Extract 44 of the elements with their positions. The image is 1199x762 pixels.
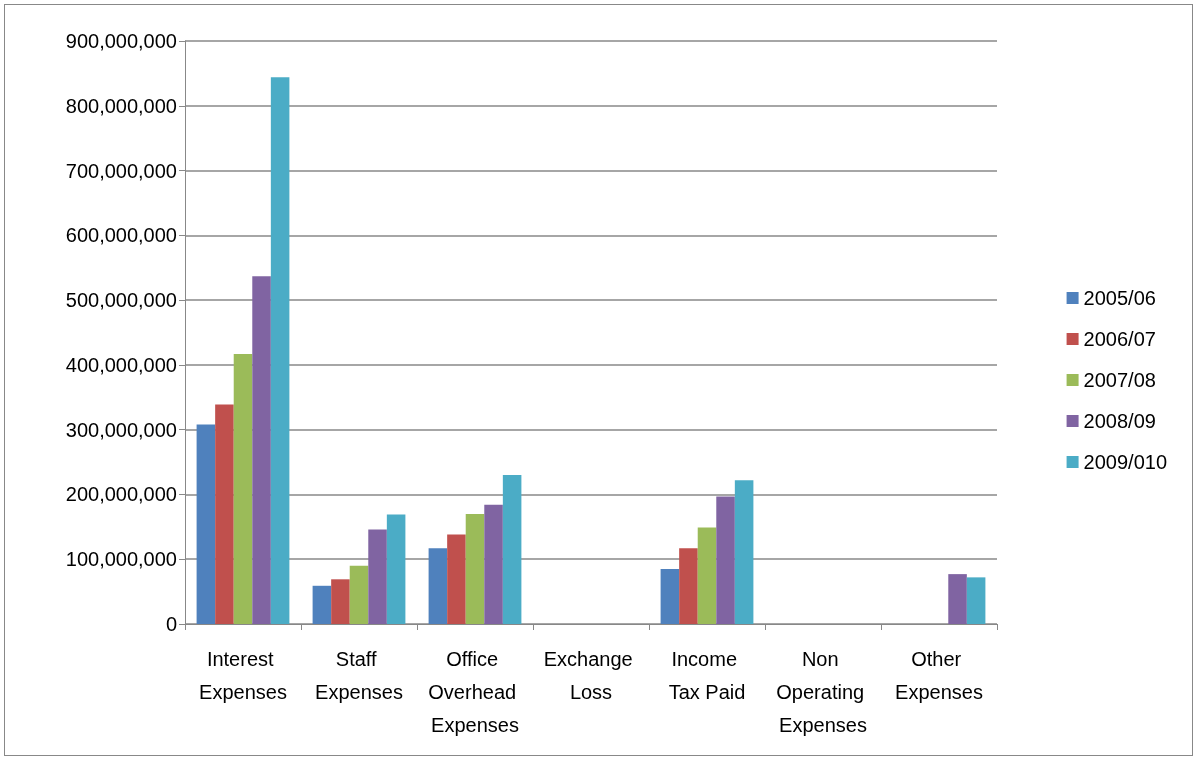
- legend-label: 2006/07: [1083, 328, 1156, 350]
- bar: [233, 353, 253, 624]
- y-tick-label: 200,000,000: [65, 483, 177, 506]
- bar: [312, 585, 332, 624]
- bar: [679, 548, 698, 624]
- x-tick-label: Exchange Loss: [543, 647, 639, 703]
- legend-label: 2008/09: [1083, 410, 1156, 432]
- bar: [196, 424, 216, 624]
- bar: [270, 77, 290, 624]
- bar: [368, 529, 387, 624]
- legend-label: 2005/06: [1083, 287, 1156, 309]
- y-tick-label: 700,000,000: [65, 159, 177, 182]
- x-tick-label: Staff Expenses: [315, 647, 403, 703]
- y-tick-label: 500,000,000: [65, 289, 177, 312]
- bar: [386, 514, 406, 624]
- bar: [465, 513, 485, 624]
- bar: [428, 548, 448, 624]
- y-tick-label: 100,000,000: [65, 548, 177, 571]
- bar: [660, 568, 680, 624]
- bar: [215, 404, 234, 624]
- bar: [447, 534, 466, 624]
- bar: [966, 577, 986, 624]
- y-tick-label: 300,000,000: [65, 418, 177, 441]
- bar: [697, 527, 717, 624]
- bar: [252, 276, 271, 624]
- legend-label: 2009/010: [1083, 451, 1167, 473]
- y-tick-label: 0: [165, 613, 177, 635]
- y-tick-label: 400,000,000: [65, 353, 177, 376]
- x-tick-label: Non Operating Expenses: [776, 647, 870, 736]
- y-tick-label: 900,000,000: [65, 30, 177, 52]
- y-tick-label: 600,000,000: [65, 224, 177, 247]
- bar: [502, 475, 522, 624]
- x-tick-label: Office Overhead Expenses: [428, 647, 522, 736]
- bar: [349, 565, 369, 624]
- bar: [716, 496, 735, 624]
- bar: [484, 504, 503, 624]
- y-tick-label: 800,000,000: [65, 94, 177, 117]
- legend-label: 2007/08: [1083, 369, 1156, 391]
- bar: [331, 579, 350, 624]
- x-tick-label: Interest Expenses: [199, 647, 287, 703]
- bar: [948, 574, 967, 624]
- x-tick-label: Income Tax Paid: [668, 647, 746, 703]
- x-tick-label: Other Expenses: [895, 647, 983, 703]
- bar: [734, 480, 754, 624]
